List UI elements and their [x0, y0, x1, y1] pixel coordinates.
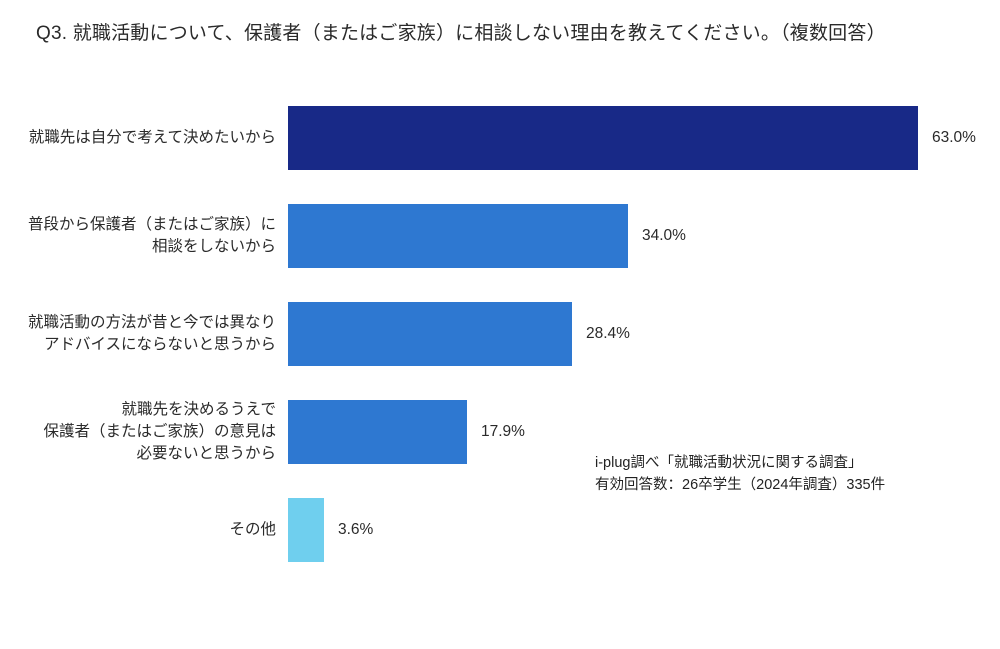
bar-value: 34.0%	[642, 227, 686, 245]
bar	[288, 106, 918, 170]
bar-track: 63.0%	[288, 106, 988, 170]
bar	[288, 400, 467, 464]
bar-label: 就職先は自分で考えて決めたいから	[0, 127, 288, 149]
bar-value: 17.9%	[481, 423, 525, 441]
bar-value: 3.6%	[338, 521, 373, 539]
bar-row: 就職活動の方法が昔と今では異なりアドバイスにならないと思うから 28.4%	[0, 302, 1000, 366]
bar-label: 普段から保護者（またはご家族）に相談をしないから	[0, 214, 288, 258]
bar	[288, 302, 572, 366]
bar-label: その他	[0, 519, 288, 541]
bar-label: 就職活動の方法が昔と今では異なりアドバイスにならないと思うから	[0, 312, 288, 356]
bar-value: 63.0%	[932, 129, 976, 147]
bar-label: 就職先を決めるうえで保護者（またはご家族）の意見は必要ないと思うから	[0, 399, 288, 465]
bar-chart: 就職先は自分で考えて決めたいから 63.0% 普段から保護者（またはご家族）に相談を…	[0, 106, 1000, 596]
bar-row: その他 3.6%	[0, 498, 1000, 562]
bar	[288, 204, 628, 268]
bar-track: 34.0%	[288, 204, 988, 268]
chart-footnote: i-plug調べ「就職活動状況に関する調査」 有効回答数：26卒学生（2024年…	[595, 452, 885, 497]
bar-row: 就職先は自分で考えて決めたいから 63.0%	[0, 106, 1000, 170]
bar-track: 3.6%	[288, 498, 988, 562]
footnote-line1: i-plug調べ「就職活動状況に関する調査」	[595, 455, 862, 471]
footnote-line2: 有効回答数：26卒学生（2024年調査）335件	[595, 477, 885, 493]
chart-title: Q3. 就職活動について、保護者（またはご家族）に相談しない理由を教えてください…	[0, 18, 1000, 45]
bar	[288, 498, 324, 562]
bar-row: 普段から保護者（またはご家族）に相談をしないから 34.0%	[0, 204, 1000, 268]
bar-value: 28.4%	[586, 325, 630, 343]
bar-track: 28.4%	[288, 302, 988, 366]
page: Q3. 就職活動について、保護者（またはご家族）に相談しない理由を教えてください…	[0, 0, 1000, 649]
